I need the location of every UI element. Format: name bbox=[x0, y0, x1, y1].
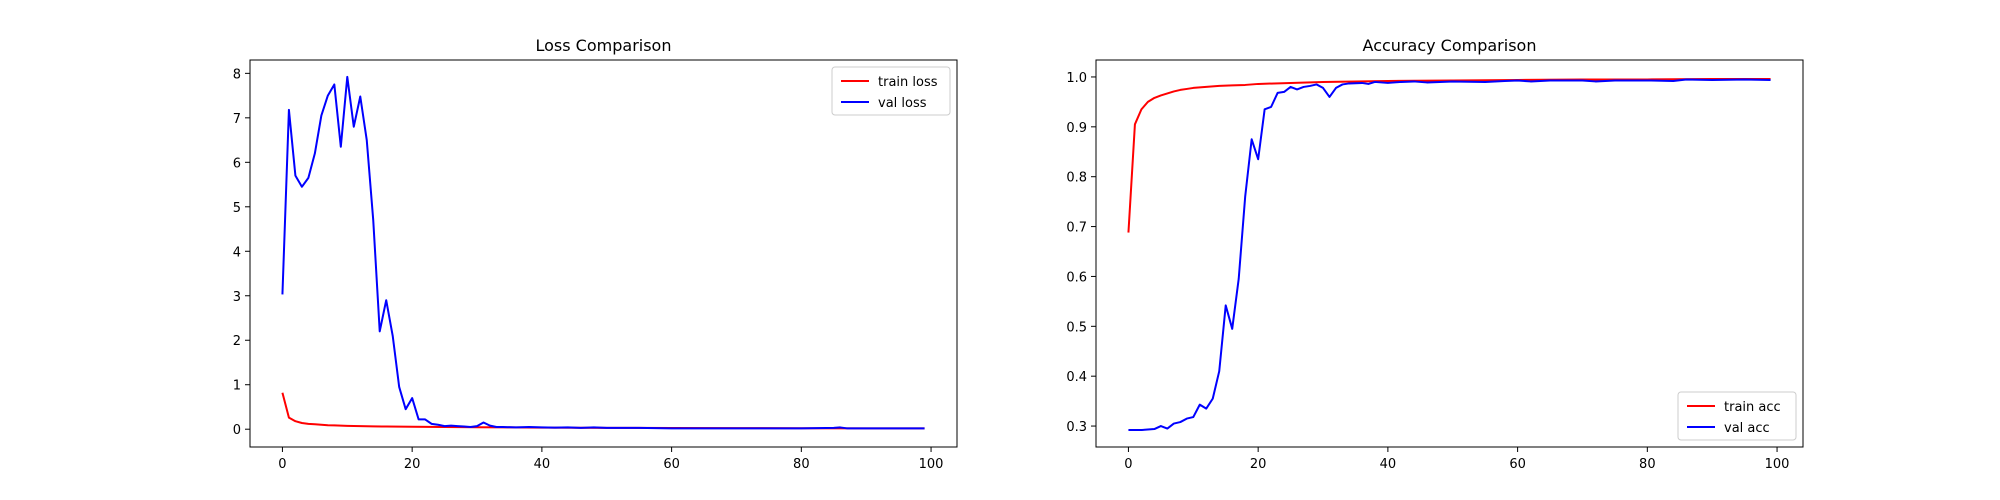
legend-label: val acc bbox=[1724, 421, 1770, 436]
y-tick-label: 7 bbox=[233, 112, 241, 127]
x-tick-label: 20 bbox=[1250, 457, 1267, 472]
y-tick-label: 1 bbox=[233, 379, 241, 394]
series-line-val-loss bbox=[281, 75, 925, 430]
legend-label: train acc bbox=[1724, 400, 1781, 415]
legend-label: train loss bbox=[878, 75, 938, 90]
x-tick-label: 60 bbox=[1509, 457, 1526, 472]
x-tick-label: 100 bbox=[919, 457, 944, 472]
x-tick-label: 40 bbox=[1380, 457, 1397, 472]
axes-frame bbox=[249, 59, 958, 448]
accuracy-comparison-plot: Accuracy Comparison 0 20 40 60 80 100 0.3 0.4 0.5… bbox=[1066, 36, 1804, 472]
legend: train loss val loss bbox=[831, 66, 951, 116]
y-tick-label: 6 bbox=[233, 156, 241, 171]
chart-title: Loss Comparison bbox=[536, 36, 672, 55]
legend-label: val loss bbox=[878, 96, 927, 111]
x-tick-label: 0 bbox=[278, 457, 286, 472]
y-tick-label: 0.9 bbox=[1066, 121, 1087, 136]
y-tick-label: 1.0 bbox=[1066, 71, 1087, 86]
x-tick-label: 80 bbox=[793, 457, 810, 472]
y-tick-label: 0 bbox=[233, 423, 241, 438]
y-tick-label: 0.6 bbox=[1066, 270, 1087, 285]
y-tick-label: 0.4 bbox=[1066, 370, 1087, 385]
axes-frame bbox=[1095, 59, 1804, 448]
legend: train acc val acc bbox=[1677, 391, 1797, 441]
y-tick-label: 0.5 bbox=[1066, 320, 1087, 335]
y-tick-label: 4 bbox=[233, 245, 241, 260]
y-tick-label: 8 bbox=[233, 67, 241, 82]
x-tick-label: 40 bbox=[534, 457, 551, 472]
x-tick-label: 0 bbox=[1124, 457, 1132, 472]
series-line-val-acc bbox=[1128, 78, 1771, 432]
y-tick-label: 0.7 bbox=[1066, 221, 1087, 236]
y-tick-label: 0.8 bbox=[1066, 171, 1087, 186]
loss-comparison-plot: Loss Comparison 0 20 40 60 80 100 0 1 2 3 4 5 6 7 8 trai… bbox=[233, 36, 958, 472]
x-tick-label: 80 bbox=[1639, 457, 1656, 472]
x-tick-label: 100 bbox=[1765, 457, 1790, 472]
x-tick-label: 20 bbox=[404, 457, 421, 472]
y-tick-label: 5 bbox=[233, 201, 241, 216]
chart-title: Accuracy Comparison bbox=[1363, 36, 1537, 55]
y-tick-label: 0.3 bbox=[1066, 420, 1087, 435]
y-tick-label: 3 bbox=[233, 290, 241, 305]
x-tick-label: 60 bbox=[663, 457, 680, 472]
y-tick-label: 2 bbox=[233, 334, 241, 349]
